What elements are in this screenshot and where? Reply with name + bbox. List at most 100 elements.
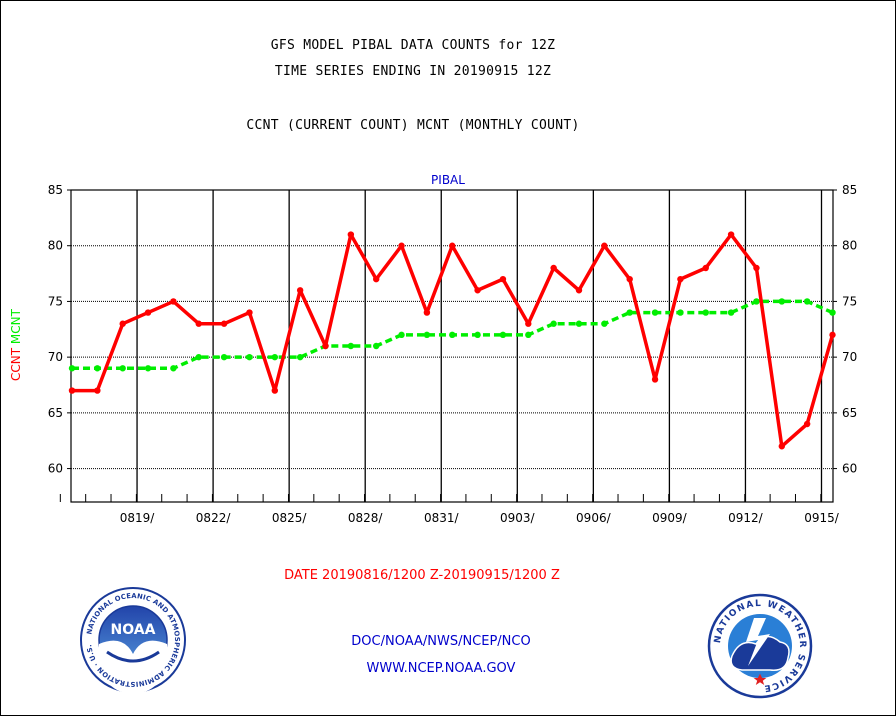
point-ccnt-0903	[525, 320, 532, 327]
point-ccnt-0827	[347, 231, 355, 238]
point-mcnt-0915	[829, 309, 836, 316]
point-mcnt-0911	[727, 309, 735, 316]
point-ccnt-0823	[246, 309, 253, 316]
xtick-label-4: 0831/	[424, 511, 460, 525]
point-mcnt-0819	[144, 365, 152, 372]
org-path: DOC/NOAA/NWS/NCEP/NCO	[351, 634, 530, 649]
xtick-label-7: 0909/	[652, 511, 688, 525]
point-mcnt-0827	[347, 342, 355, 350]
point-mcnt-0908	[651, 309, 659, 316]
point-mcnt-0824	[271, 353, 278, 361]
point-mcnt-0910	[702, 309, 709, 316]
y-axis-left-ticks: 60 65 70 75 80 85	[48, 183, 71, 476]
point-ccnt-0819	[144, 309, 152, 316]
point-ccnt-0901	[474, 287, 481, 294]
plot-area	[70, 189, 834, 503]
point-ccnt-0909	[677, 275, 684, 283]
ylabel-ccnt: CCNT	[9, 347, 23, 381]
series-ccnt	[68, 231, 836, 450]
point-ccnt-0915	[829, 331, 836, 339]
xtick-label-3: 0828/	[348, 511, 384, 525]
point-ccnt-0821	[195, 320, 202, 327]
xtick-label-1: 0822/	[196, 511, 232, 525]
point-mcnt-0828	[373, 342, 380, 350]
noaa-logo-text: NOAA	[111, 622, 156, 638]
point-ccnt-0830	[423, 309, 431, 316]
xtick-label-9: 0915/	[804, 511, 840, 525]
ytick-right-label-65: 65	[842, 406, 857, 420]
point-ccnt-0914	[803, 420, 811, 428]
ytick-right-label-70: 70	[842, 350, 857, 364]
series-mcnt	[68, 298, 836, 372]
ytick-left-label-85: 85	[48, 183, 63, 197]
point-ccnt-0817	[94, 387, 101, 394]
point-mcnt-0901	[474, 331, 481, 339]
point-mcnt-0825	[296, 353, 304, 361]
y-axis-label: CCNT MCNT	[9, 308, 23, 381]
xtick-label-2: 0825/	[272, 511, 308, 525]
point-ccnt-0829	[398, 242, 405, 249]
ytick-right-label-75: 75	[842, 294, 857, 308]
website-url: WWW.NCEP.NOAA.GOV	[367, 661, 516, 676]
point-mcnt-0816	[68, 365, 76, 372]
point-mcnt-0913	[778, 298, 785, 305]
point-ccnt-0907	[626, 275, 633, 283]
point-ccnt-0904	[550, 264, 557, 272]
xtick-label-6: 0906/	[576, 511, 612, 525]
line-ccnt	[72, 232, 835, 449]
point-ccnt-0910	[702, 264, 709, 272]
point-mcnt-0823	[246, 353, 253, 361]
noaa-logo: NOAA NATIONAL OCEANIC AND ATMOSPHERIC AD…	[80, 587, 186, 694]
point-ccnt-0902	[499, 275, 507, 283]
point-ccnt-0820	[170, 298, 177, 305]
ytick-right-label-80: 80	[842, 239, 857, 253]
ytick-left-label-70: 70	[48, 350, 63, 364]
point-mcnt-0909	[677, 309, 684, 316]
point-mcnt-0831	[449, 331, 456, 339]
point-ccnt-0905	[575, 287, 583, 294]
nws-logo: NATIONAL WEATHER SERVICE	[707, 593, 813, 699]
point-mcnt-0907	[626, 309, 633, 316]
point-mcnt-0902	[499, 331, 507, 339]
point-ccnt-0908	[651, 376, 659, 383]
ytick-left-label-60: 60	[48, 462, 63, 476]
point-ccnt-0828	[373, 275, 380, 283]
ytick-left-label-80: 80	[48, 239, 63, 253]
point-ccnt-0913	[778, 443, 785, 450]
date-range: DATE 20190816/1200 Z-20190915/1200 Z	[284, 568, 560, 583]
grid-lines	[71, 245, 833, 470]
point-mcnt-0906	[601, 320, 608, 327]
series-description: CCNT (CURRENT COUNT) MCNT (MONTHLY COUNT…	[246, 118, 580, 133]
date-divider-lines	[136, 190, 823, 502]
chart-title: GFS MODEL PIBAL DATA COUNTS for 12Z	[270, 38, 556, 53]
y-axis-right-ticks: 60 65 70 75 80 85	[833, 183, 857, 476]
point-ccnt-0818	[119, 320, 126, 327]
point-mcnt-0914	[803, 298, 811, 305]
point-ccnt-0824	[271, 387, 278, 394]
point-mcnt-0822	[220, 353, 228, 361]
point-ccnt-0911	[727, 231, 735, 238]
xtick-label-0: 0819/	[120, 511, 156, 525]
point-mcnt-0820	[170, 365, 177, 372]
point-mcnt-0905	[575, 320, 583, 327]
point-mcnt-0903	[525, 331, 532, 339]
ytick-left-label-75: 75	[48, 294, 63, 308]
point-ccnt-0816	[68, 387, 76, 394]
ytick-right-label-85: 85	[842, 183, 857, 197]
ytick-left-label-65: 65	[48, 406, 63, 420]
xtick-label-5: 0903/	[500, 511, 536, 525]
point-ccnt-0906	[601, 242, 608, 249]
x-axis-ticks: 0819/0822/0825/0828/0831/0903/0906/0909/…	[59, 494, 840, 525]
xtick-label-8: 0912/	[728, 511, 764, 525]
point-ccnt-0825	[296, 287, 304, 294]
point-ccnt-0831	[449, 242, 456, 249]
point-ccnt-0912	[753, 264, 760, 272]
chart-subtitle: TIME SERIES ENDING IN 20190915 12Z	[274, 64, 552, 79]
point-mcnt-0821	[195, 353, 202, 361]
point-mcnt-0817	[94, 365, 101, 372]
point-mcnt-0904	[550, 320, 557, 327]
point-mcnt-0912	[753, 298, 760, 305]
plot-title: PIBAL	[431, 173, 465, 187]
point-mcnt-0830	[423, 331, 431, 339]
